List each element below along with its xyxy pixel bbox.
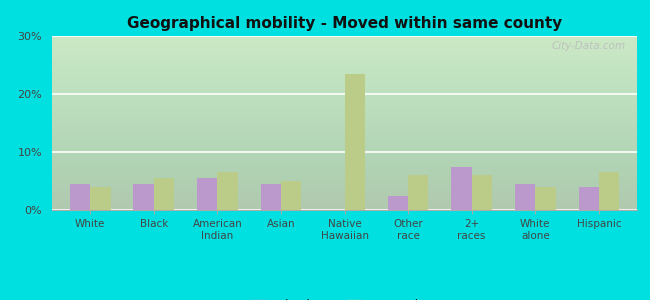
Bar [133,184,154,210]
Bar [388,196,408,210]
Bar [70,184,90,210]
Bar [408,175,428,210]
Bar [599,172,619,210]
Bar [154,178,174,210]
Text: City-Data.com: City-Data.com [551,41,625,51]
Bar [535,187,556,210]
Title: Geographical mobility - Moved within same county: Geographical mobility - Moved within sam… [127,16,562,31]
Bar [217,172,238,210]
Bar [281,181,301,210]
Bar [261,184,281,210]
Bar [472,175,492,210]
Bar [578,187,599,210]
Bar [197,178,217,210]
Bar [515,184,535,210]
Legend: Bristol, CT, Connecticut: Bristol, CT, Connecticut [247,294,442,300]
Bar [90,187,110,210]
Bar [344,74,365,210]
Bar [451,167,472,210]
